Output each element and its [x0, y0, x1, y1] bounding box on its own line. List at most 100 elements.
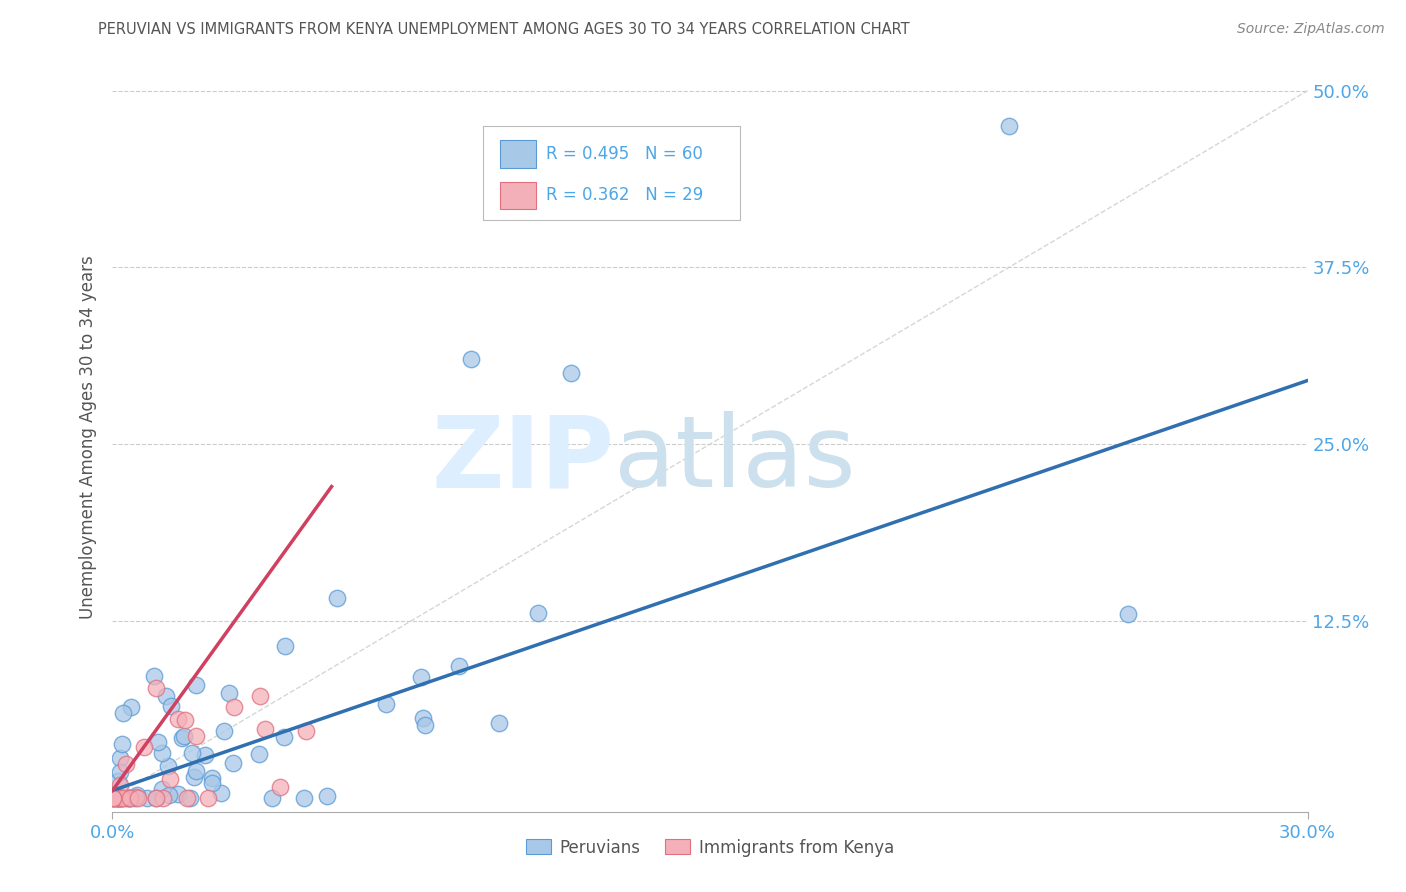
Point	[105, 790, 128, 805]
Point	[159, 772, 181, 786]
FancyBboxPatch shape	[499, 140, 536, 168]
Y-axis label: Unemployment Among Ages 30 to 34 years: Unemployment Among Ages 30 to 34 years	[79, 255, 97, 619]
Point	[249, 690, 271, 704]
FancyBboxPatch shape	[484, 126, 740, 219]
Point	[117, 790, 139, 805]
Point	[145, 790, 167, 805]
Point	[108, 751, 131, 765]
Point	[105, 790, 128, 805]
Point	[180, 747, 202, 761]
Point	[145, 790, 167, 805]
Point	[325, 591, 347, 606]
Point	[194, 747, 217, 762]
Text: atlas: atlas	[614, 411, 856, 508]
Point	[108, 790, 131, 805]
Text: ZIP: ZIP	[432, 411, 614, 508]
Point	[273, 730, 295, 744]
Point	[209, 786, 232, 800]
Point	[107, 790, 129, 805]
Point	[145, 681, 167, 695]
Point	[184, 677, 207, 691]
Point	[201, 775, 224, 789]
Point	[142, 669, 165, 683]
Point	[167, 787, 190, 801]
Point	[295, 724, 318, 739]
Point	[179, 790, 201, 805]
Point	[197, 790, 219, 805]
Point	[221, 756, 243, 771]
Point	[170, 731, 193, 745]
Text: PERUVIAN VS IMMIGRANTS FROM KENYA UNEMPLOYMENT AMONG AGES 30 TO 34 YEARS CORRELA: PERUVIAN VS IMMIGRANTS FROM KENYA UNEMPL…	[98, 22, 910, 37]
Point	[150, 747, 173, 761]
Point	[134, 740, 156, 755]
Point	[115, 757, 138, 772]
Point	[111, 790, 134, 805]
Text: R = 0.362   N = 29: R = 0.362 N = 29	[547, 186, 703, 204]
Point	[101, 790, 124, 805]
Point	[108, 764, 131, 779]
Text: R = 0.495   N = 60: R = 0.495 N = 60	[547, 145, 703, 163]
Point	[155, 689, 177, 703]
Point	[183, 770, 205, 784]
Point	[150, 782, 173, 797]
Point	[316, 789, 339, 803]
Point	[212, 723, 235, 738]
Point	[184, 729, 207, 743]
Point	[160, 698, 183, 713]
Point	[1118, 607, 1140, 621]
Point	[114, 790, 136, 805]
Point	[101, 790, 124, 805]
Point	[176, 790, 198, 805]
Point	[409, 670, 432, 684]
Point	[201, 771, 224, 785]
Point	[101, 790, 124, 805]
Point	[998, 119, 1021, 133]
Point	[118, 790, 141, 805]
Point	[103, 790, 125, 805]
Point	[156, 758, 179, 772]
Point	[127, 790, 149, 805]
Point	[413, 717, 436, 731]
Point	[108, 790, 131, 805]
Point	[118, 790, 141, 805]
Point	[120, 699, 142, 714]
Point	[269, 780, 291, 794]
FancyBboxPatch shape	[499, 182, 536, 210]
Point	[135, 790, 157, 805]
Point	[560, 367, 582, 381]
Point	[218, 686, 240, 700]
Point	[111, 790, 134, 805]
Point	[247, 747, 270, 761]
Point	[118, 790, 141, 805]
Point	[460, 352, 482, 367]
Point	[294, 790, 316, 805]
Point	[526, 606, 548, 620]
Point	[146, 734, 169, 748]
Point	[167, 712, 190, 726]
Point	[111, 706, 134, 720]
Point	[449, 658, 471, 673]
Point	[124, 790, 146, 805]
Point	[174, 713, 197, 727]
Text: Source: ZipAtlas.com: Source: ZipAtlas.com	[1237, 22, 1385, 37]
Point	[222, 700, 245, 714]
Point	[104, 790, 127, 805]
Point	[125, 789, 148, 803]
Point	[375, 698, 398, 712]
Point	[152, 790, 174, 805]
Point	[412, 711, 434, 725]
Point	[253, 722, 276, 736]
Point	[111, 737, 134, 751]
Point	[159, 789, 181, 803]
Point	[107, 790, 129, 805]
Point	[186, 764, 208, 779]
Point	[274, 640, 297, 654]
Point	[488, 715, 510, 730]
Point	[110, 790, 132, 805]
Point	[125, 790, 148, 805]
Point	[108, 778, 131, 792]
Point	[173, 730, 195, 744]
Point	[262, 790, 284, 805]
Legend: Peruvians, Immigrants from Kenya: Peruvians, Immigrants from Kenya	[519, 832, 901, 863]
Point	[107, 773, 129, 788]
